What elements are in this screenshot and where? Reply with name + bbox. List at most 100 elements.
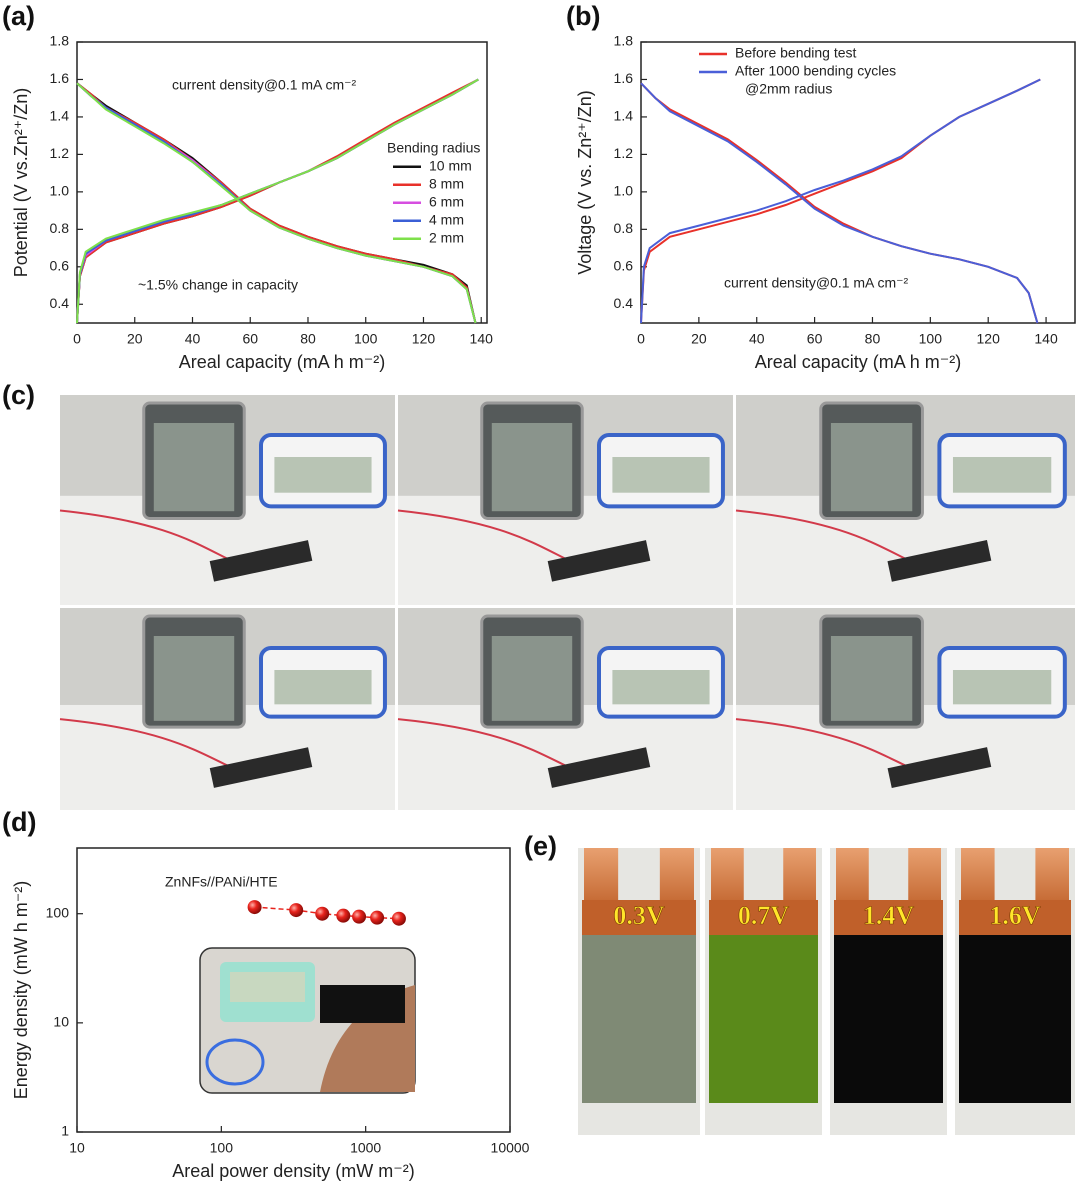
series-line — [640, 78, 1041, 324]
y-tick-label: 1 — [61, 1123, 69, 1139]
y-tick-label: 1.0 — [50, 183, 70, 199]
inset-photo — [199, 947, 416, 1094]
panel-label: (d) — [2, 807, 36, 837]
x-axis-label: Areal capacity (mA h m⁻²) — [755, 352, 962, 372]
x-tick-label: 10 — [69, 1140, 85, 1156]
timer-screen — [274, 457, 372, 493]
timer-screen — [612, 670, 710, 705]
legend-title: Bending radius — [387, 139, 480, 155]
data-point — [289, 903, 304, 918]
annotation: current density@0.1 mA cm⁻² — [724, 275, 909, 291]
x-tick-label: 80 — [300, 331, 316, 347]
y-tick-label: 1.0 — [614, 183, 634, 199]
data-point — [247, 900, 262, 915]
clock-screen — [830, 423, 913, 512]
y-axis-label: Voltage (V vs. Zn²⁺/Zn) — [575, 90, 595, 275]
cable — [59, 718, 228, 767]
legend-label: 4 mm — [429, 211, 464, 227]
y-tick-label: 0.4 — [614, 295, 634, 311]
copper-band — [709, 900, 818, 935]
battery — [547, 747, 651, 788]
y-axis-label: Energy density (mW h m⁻²) — [11, 881, 31, 1100]
series-label: ZnNFs//PANi/HTE — [165, 874, 278, 890]
photo-strips: 0.3V 0.7V 1.4V 1.6V — [578, 848, 1075, 1135]
panel-label: (b) — [566, 1, 600, 31]
copper-tab — [961, 848, 995, 908]
x-tick-label: 20 — [127, 331, 143, 347]
y-tick-label: 1.2 — [614, 145, 634, 161]
plot-frame — [76, 41, 488, 324]
panel-label: (e) — [524, 831, 557, 861]
data-point — [352, 909, 367, 924]
x-tick-label: 0 — [73, 331, 81, 347]
y-tick-label: 1.8 — [614, 33, 634, 49]
legend-label: Before bending test — [735, 45, 857, 61]
x-tick-label: 120 — [977, 331, 1001, 347]
clock-screen — [153, 636, 235, 721]
legend-note: @2mm radius — [745, 81, 832, 97]
clock-screen — [153, 423, 235, 512]
legend-label: After 1000 bending cycles — [735, 63, 896, 79]
y-tick-label: 1.6 — [50, 70, 70, 86]
y-axis-label: Potential (V vs.Zn²⁺/Zn) — [11, 88, 31, 278]
clock-screen — [491, 423, 573, 512]
voltage-label: 1.6V — [989, 901, 1041, 930]
x-tick-label: 100 — [919, 331, 943, 347]
voltage-label: 0.3V — [613, 901, 665, 930]
y-tick-label: 10 — [53, 1014, 69, 1030]
copper-tab — [908, 848, 941, 908]
copper-tab — [836, 848, 869, 908]
y-tick-label: 0.6 — [50, 258, 70, 274]
clock-screen — [491, 636, 573, 721]
x-tick-label: 40 — [185, 331, 201, 347]
data-point — [391, 911, 406, 926]
timer-screen — [274, 670, 372, 705]
copper-band — [834, 900, 943, 935]
x-tick-label: 0 — [637, 331, 645, 347]
plot-frame — [76, 847, 511, 1133]
y-tick-label: 1.4 — [614, 108, 634, 124]
x-tick-label: 140 — [1034, 331, 1058, 347]
copper-tab — [584, 848, 619, 908]
film — [834, 935, 943, 1103]
battery — [887, 747, 992, 789]
y-tick-label: 1.2 — [50, 145, 70, 161]
cable — [735, 509, 906, 560]
film — [959, 935, 1071, 1103]
x-tick-label: 120 — [412, 331, 436, 347]
y-tick-label: 0.4 — [50, 295, 70, 311]
film — [582, 935, 696, 1103]
x-tick-label: 140 — [470, 331, 494, 347]
timer-screen — [952, 457, 1052, 493]
x-axis-label: Areal power density (mW m⁻²) — [172, 1161, 415, 1181]
film — [709, 935, 818, 1103]
copper-tab — [711, 848, 744, 908]
cable — [397, 509, 566, 560]
data-point — [370, 910, 385, 925]
x-tick-label: 10000 — [491, 1140, 530, 1156]
timer-screen — [612, 457, 710, 493]
legend-label: 6 mm — [429, 193, 464, 209]
copper-tab — [659, 848, 694, 908]
x-tick-label: 80 — [865, 331, 881, 347]
cable — [59, 509, 228, 560]
x-tick-label: 100 — [210, 1140, 234, 1156]
copper-tab — [783, 848, 816, 908]
data-point — [315, 906, 330, 921]
x-tick-label: 20 — [691, 331, 707, 347]
timer-screen — [952, 670, 1052, 705]
y-tick-label: 100 — [46, 904, 70, 920]
battery — [209, 747, 313, 788]
battery — [887, 540, 992, 582]
y-tick-label: 0.8 — [50, 220, 70, 236]
annotation: current density@0.1 mA cm⁻² — [172, 77, 357, 93]
panel-label: (c) — [2, 380, 35, 410]
data-point — [336, 908, 351, 923]
copper-band — [582, 900, 696, 935]
plot-frame — [640, 41, 1076, 324]
battery — [547, 540, 651, 582]
battery — [209, 540, 313, 582]
voltage-label: 0.7V — [738, 901, 790, 930]
y-tick-label: 1.4 — [50, 108, 70, 124]
